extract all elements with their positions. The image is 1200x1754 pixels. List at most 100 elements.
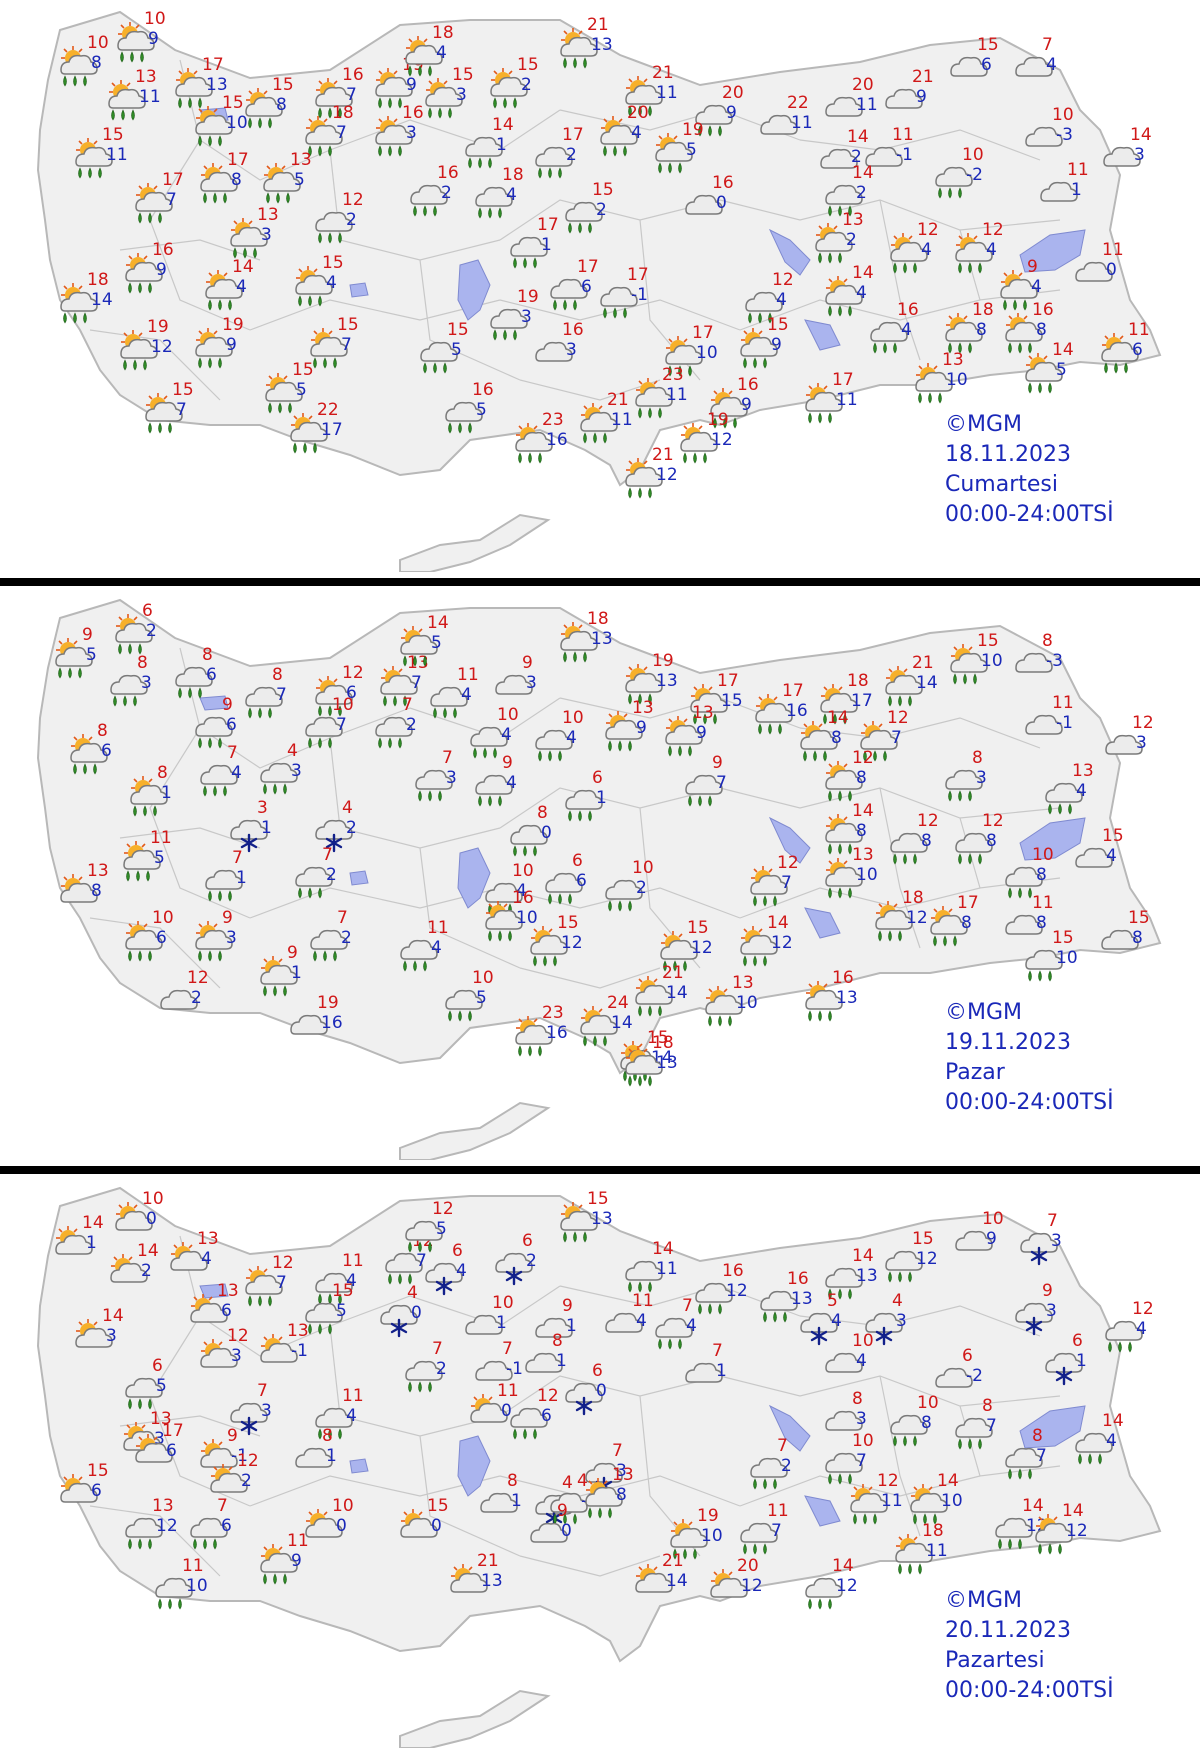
min-temp: 12	[156, 1516, 178, 1536]
cloud-glyph	[315, 1272, 353, 1293]
copyright-label: ©MGM	[945, 1588, 1023, 1613]
min-temp: 1	[716, 1361, 727, 1381]
min-temp: 13	[591, 35, 613, 55]
max-temp: 8	[1042, 631, 1053, 651]
sun-cloud-rain-icon	[860, 721, 898, 762]
province-border	[329, 737, 501, 849]
min-temp: 9	[148, 29, 159, 49]
max-temp: 20	[722, 83, 744, 103]
raindrops-glyph	[918, 392, 942, 404]
province-border	[799, 717, 1041, 749]
cloud-rain-icon	[315, 211, 353, 244]
cloud-snow-icon	[380, 1304, 418, 1338]
min-temp: 3	[896, 1311, 907, 1331]
max-temp: 19	[697, 1506, 719, 1526]
max-temp: 15	[172, 380, 194, 400]
forecast-station: 17 6	[545, 258, 613, 311]
province-border	[179, 1235, 331, 1357]
cloud-glyph	[400, 634, 438, 655]
raindrops-glyph	[178, 97, 202, 109]
cloud-icon	[295, 1447, 333, 1468]
cloud-icon	[1105, 734, 1143, 755]
min-temp: 13	[791, 1289, 813, 1309]
sun-cloud-rain-icon	[60, 283, 98, 324]
forecast-station: 14 4	[1070, 1412, 1138, 1465]
forecast-station: 12 8	[820, 749, 888, 802]
forecast-station: 17 13	[170, 56, 238, 109]
cloud-rain-icon	[430, 686, 468, 719]
forecast-station: 15 5	[300, 1282, 368, 1335]
cloud-glyph	[475, 186, 513, 207]
min-temp: 9	[156, 260, 167, 280]
raindrops-glyph	[938, 187, 962, 199]
cloud-glyph	[315, 819, 353, 840]
cloud-glyph	[625, 1054, 663, 1075]
sun-cloud-icon	[305, 1509, 343, 1538]
cloud-glyph	[465, 1314, 503, 1335]
cloud-glyph	[315, 86, 353, 107]
raindrops-glyph	[378, 97, 402, 109]
cloud-rain-icon	[995, 1517, 1033, 1550]
sun-cloud-icon	[635, 1564, 673, 1593]
cloud-icon	[495, 674, 533, 695]
cloud-rain-icon	[175, 666, 213, 699]
raindrops-glyph	[628, 105, 652, 117]
cloud-glyph	[825, 1410, 863, 1431]
cloud-rain-icon	[305, 1302, 343, 1335]
cloud-glyph	[605, 1312, 643, 1333]
cloud-icon	[1075, 261, 1113, 282]
sun-cloud-rain-icon	[560, 1202, 598, 1243]
forecast-station: 14 12	[1030, 1502, 1098, 1555]
min-temp: -1	[1056, 713, 1073, 733]
sun-cloud-rain-icon	[245, 1266, 283, 1307]
min-temp: 3	[1134, 145, 1145, 165]
forecast-station: 17 16	[750, 682, 818, 735]
min-temp: 2	[781, 1456, 792, 1476]
forecast-station: 19 10	[665, 1507, 733, 1560]
raindrops-glyph	[513, 1428, 537, 1440]
raindrops-glyph	[468, 157, 492, 169]
max-temp: 12	[187, 968, 209, 988]
forecast-station: 11 1	[1035, 161, 1103, 213]
raindrops-glyph	[408, 65, 432, 77]
raindrops-glyph	[198, 135, 222, 147]
max-temp: 10	[512, 861, 534, 881]
cloud-rain-icon	[475, 774, 513, 807]
forecast-station: 22 17	[285, 401, 353, 454]
raindrops-glyph	[1028, 382, 1052, 394]
forecast-station: 14 13	[820, 1247, 888, 1300]
cloud-glyph	[195, 929, 233, 950]
forecast-station: 13 10	[820, 846, 888, 899]
forecast-station: 16 4	[865, 301, 933, 354]
max-temp: 13	[290, 150, 312, 170]
min-temp: 2	[241, 1471, 252, 1491]
min-temp: 5	[154, 848, 165, 868]
min-temp: -3	[1056, 125, 1073, 145]
cloud-glyph	[125, 1517, 163, 1538]
cloud-glyph	[545, 872, 583, 893]
raindrops-glyph	[588, 1507, 612, 1519]
cloud-rain-icon	[825, 1267, 863, 1300]
raindrops-glyph	[638, 1005, 662, 1017]
sun-cloud-rain-icon	[263, 163, 301, 204]
min-temp: 3	[1051, 1231, 1062, 1251]
cloud-glyph	[310, 929, 348, 950]
cloud-glyph	[740, 934, 778, 955]
cloud-glyph	[1015, 1302, 1053, 1323]
province-border	[329, 109, 561, 151]
sun-cloud-icon	[260, 1334, 298, 1363]
cloud-glyph	[260, 1342, 298, 1363]
raindrops-glyph	[263, 1573, 287, 1585]
max-temp: 11	[427, 918, 449, 938]
max-temp: 12	[917, 811, 939, 831]
raindrops-glyph	[698, 125, 722, 137]
max-temp: 14	[1022, 1496, 1044, 1516]
cloud-glyph	[230, 819, 268, 840]
cloud-icon	[1040, 181, 1078, 202]
cloud-glyph	[490, 308, 528, 329]
sun-cloud-rain-icon	[665, 716, 703, 757]
